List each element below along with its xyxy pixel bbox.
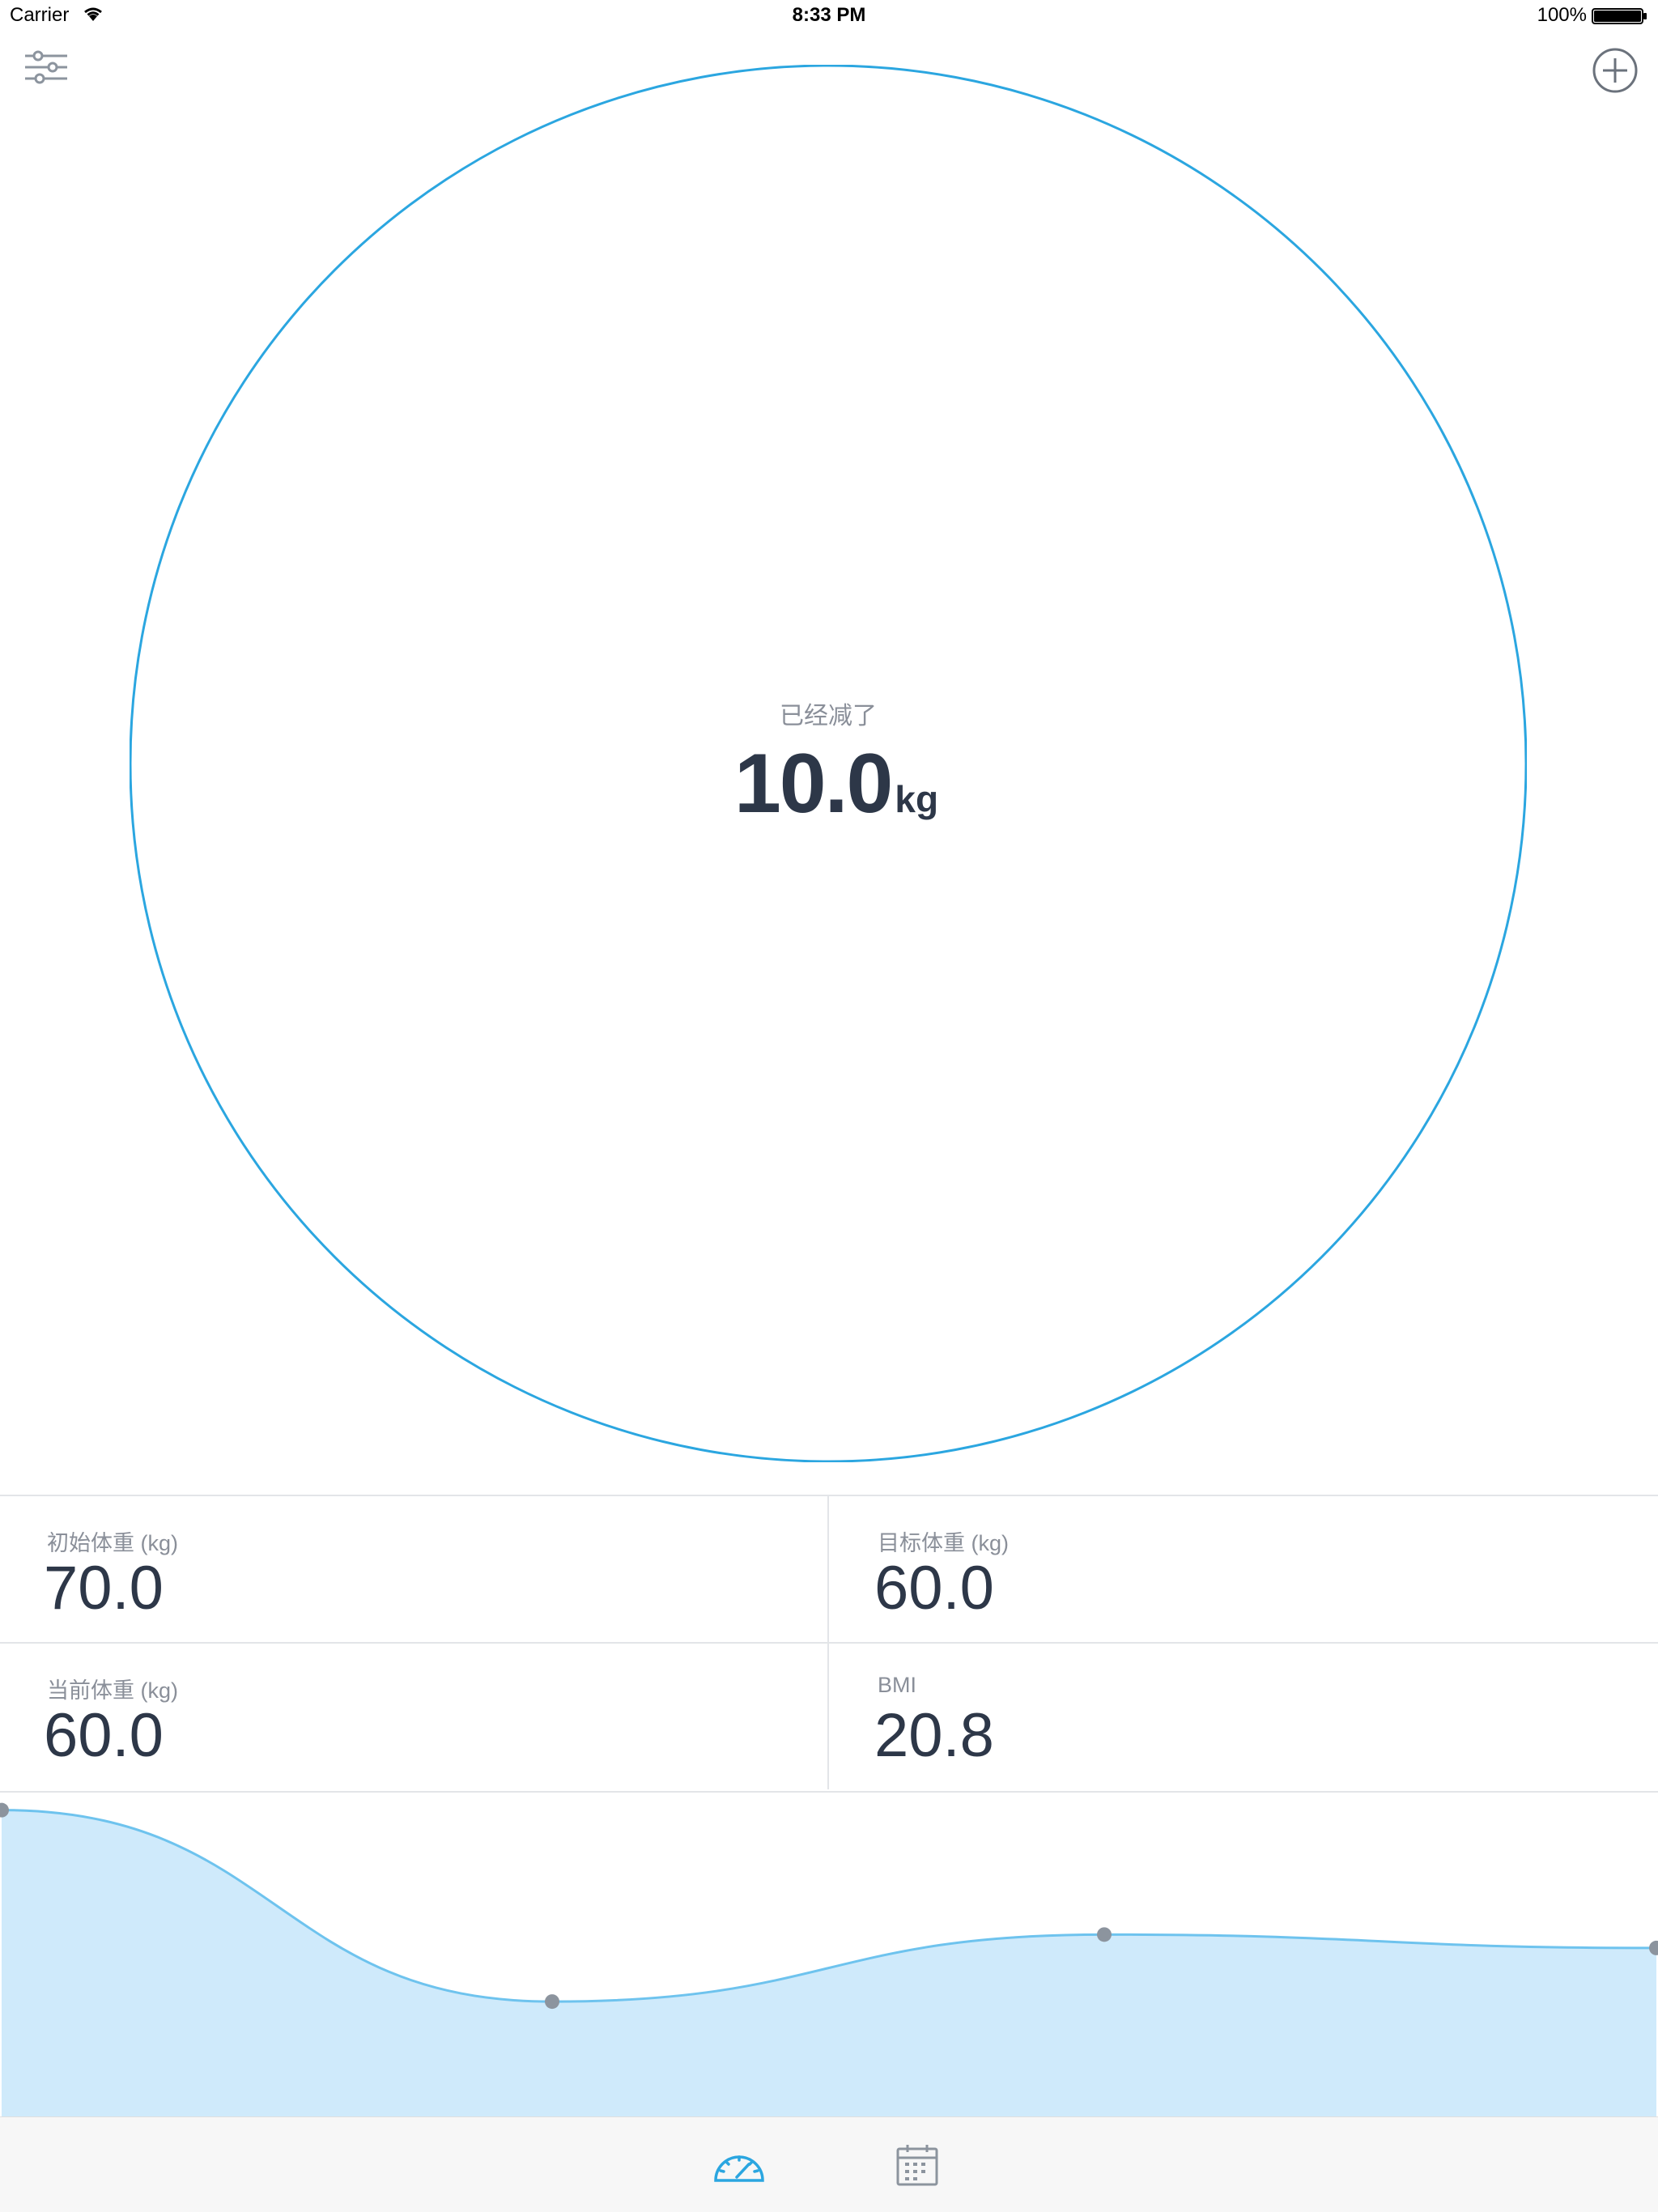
battery-percent: 100% [1537, 4, 1587, 26]
tab-dashboard[interactable] [711, 2138, 767, 2192]
weight-trend-chart [0, 1791, 1658, 2116]
chart-line [1, 1809, 1657, 2003]
stat-label: 初始体重 (kg) [47, 1531, 178, 1555]
battery-icon [1592, 8, 1647, 24]
settings-button[interactable] [18, 39, 74, 96]
add-record-button[interactable] [1587, 42, 1643, 99]
stat-label: 当前体重 (kg) [47, 1678, 178, 1703]
stat-initial-weight: 初始体重 (kg) 70.0 [0, 1496, 829, 1644]
chart-point[interactable] [1649, 1940, 1658, 1955]
plus-circle-icon [1592, 48, 1638, 93]
progress-ring: 已经减了 10.0 kg [130, 65, 1527, 1462]
lost-unit: kg [895, 777, 939, 820]
progress-summary: 已经减了 10.0 kg [130, 65, 1527, 1462]
status-time: 8:33 PM [792, 4, 866, 26]
chart-point[interactable] [0, 1802, 9, 1818]
stat-label: 目标体重 (kg) [878, 1531, 1009, 1555]
lost-label: 已经减了 [780, 702, 877, 730]
chart-point[interactable] [1097, 1927, 1112, 1942]
chart-point[interactable] [545, 1994, 559, 2010]
stat-bmi: BMI 20.8 [829, 1644, 1658, 1789]
filter-sliders-icon [25, 50, 67, 84]
stat-value: 60.0 [874, 1554, 994, 1623]
stats-grid: 初始体重 (kg) 70.0 目标体重 (kg) 60.0 当前体重 (kg) … [0, 1495, 1658, 1793]
stat-current-weight: 当前体重 (kg) 60.0 [0, 1644, 829, 1789]
tab-calendar[interactable] [889, 2138, 946, 2192]
stat-target-weight: 目标体重 (kg) 60.0 [829, 1496, 1658, 1644]
lost-value: 10.0 [733, 736, 893, 831]
carrier-label: Carrier [10, 4, 70, 26]
dashboard-gauge-icon [714, 2155, 764, 2182]
chart-area [2, 1810, 1656, 2116]
status-bar: Carrier 8:33 PM 100% [0, 0, 1658, 32]
stat-value: 20.8 [874, 1701, 994, 1770]
lost-value-row: 10.0 kg [734, 736, 938, 832]
stat-value: 70.0 [44, 1554, 164, 1623]
stat-value: 60.0 [44, 1701, 164, 1770]
weight-trend-chart-svg [0, 1802, 1658, 2116]
stat-label: BMI [878, 1673, 917, 1697]
tab-bar [0, 2116, 1658, 2212]
progress-ring-circle [130, 65, 1527, 1462]
calendar-icon [896, 2145, 938, 2186]
wifi-icon [84, 7, 102, 21]
